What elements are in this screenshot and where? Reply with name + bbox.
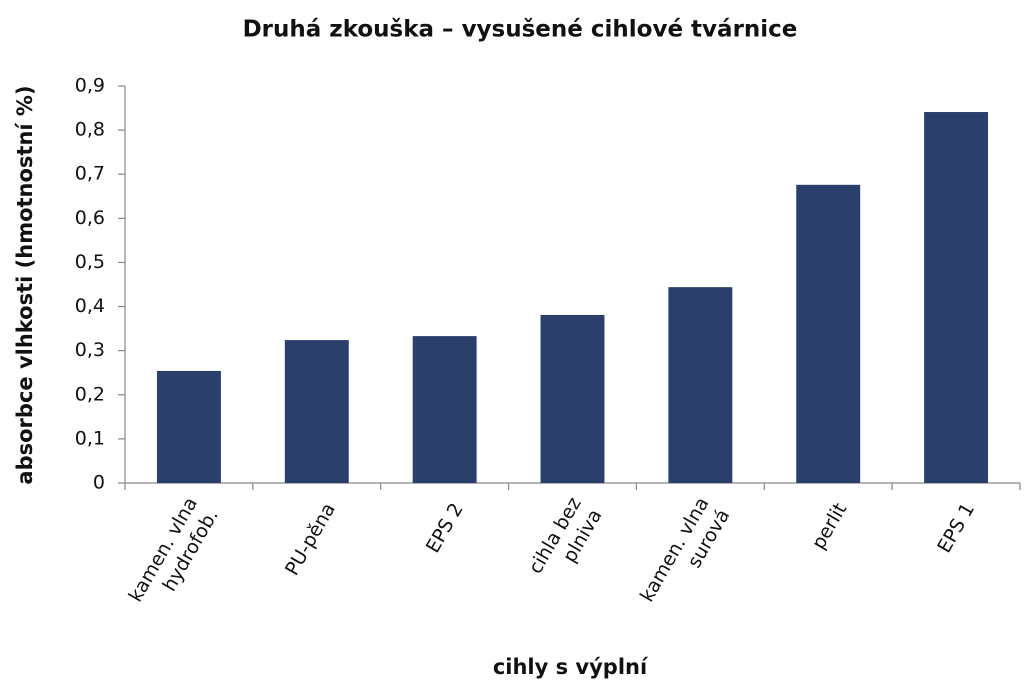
- y-tick-label: 0,7: [75, 163, 105, 185]
- y-tick-label: 0,8: [75, 119, 105, 141]
- y-tick-label: 0,5: [75, 251, 105, 273]
- y-tick-label: 0,3: [75, 339, 105, 361]
- y-tick-label: 0,1: [75, 427, 105, 449]
- x-tick-label: PU-pěna: [281, 499, 340, 579]
- x-axis-title: cihly s výplní: [493, 655, 649, 679]
- y-axis-title: absorbce vlhkosti (hmotnostní %): [13, 85, 37, 484]
- bar: [156, 370, 221, 483]
- y-tick-label: 0,4: [75, 295, 105, 317]
- bar: [924, 112, 989, 483]
- bar: [668, 287, 733, 483]
- y-tick-label: 0,2: [75, 383, 105, 405]
- bar: [412, 336, 477, 483]
- x-tick-label: perlit: [807, 499, 851, 553]
- x-tick-label: cihla bezplniva: [524, 493, 606, 589]
- bar: [284, 340, 349, 483]
- chart-title: Druhá zkouška – vysušené cihlové tvárnic…: [243, 17, 798, 43]
- y-tick-label: 0,6: [75, 207, 105, 229]
- x-tick-label: kamen. vlnahydrofob.: [124, 493, 222, 617]
- bar: [796, 184, 861, 483]
- y-tick-label: 0,9: [75, 75, 105, 97]
- x-tick-label: kamen. vlnasurová: [636, 493, 734, 617]
- bar: [540, 314, 605, 483]
- x-tick-label: EPS 2: [422, 499, 468, 556]
- y-tick-label: 0: [93, 472, 105, 494]
- x-tick-label: EPS 1: [933, 499, 979, 556]
